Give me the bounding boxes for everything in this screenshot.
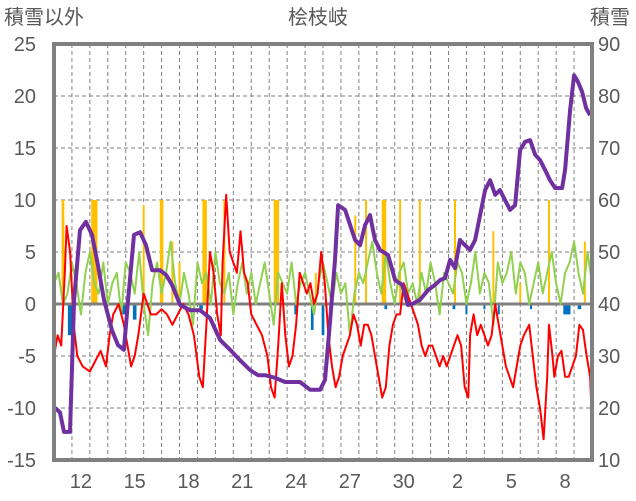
y-right-tick-label: 40	[598, 294, 620, 316]
y-right-tick-label: 60	[598, 190, 620, 212]
negative_bars-bar	[294, 304, 298, 315]
precip-bar	[178, 262, 181, 304]
y-left-tick-label: -5	[18, 346, 36, 368]
y-right-tick-label: 80	[598, 86, 620, 108]
precip-bar	[354, 215, 357, 304]
temperature-line	[53, 193, 593, 441]
y-right-tick-label: 50	[598, 242, 620, 264]
precip-bar	[453, 200, 456, 304]
precip-bar	[61, 200, 65, 304]
grid-lines	[54, 44, 592, 460]
x-tick-label: 2	[452, 471, 463, 493]
y-left-tick-label: -10	[7, 398, 36, 420]
precip-bar	[159, 200, 164, 304]
y-left-tick-label: 10	[14, 190, 36, 212]
y-right-tick-label: 70	[598, 138, 620, 160]
chart-title: 桧枝岐	[288, 5, 348, 29]
negative_bars-bar	[321, 304, 325, 336]
precip-bar	[142, 205, 145, 304]
y-left-tick-label: 20	[14, 86, 36, 108]
right-axis-label: 積雪	[590, 5, 630, 29]
x-tick-label: 18	[177, 471, 199, 493]
y-right-tick-label: 90	[598, 34, 620, 56]
negative_bars-bar	[67, 304, 73, 336]
x-tick-label: 8	[560, 471, 571, 493]
negative_bars-bar	[530, 304, 533, 310]
x-tick-label: 15	[124, 471, 146, 493]
plot-frame	[52, 42, 594, 462]
negative_bars-bar	[452, 304, 456, 310]
negative_bars-bar	[384, 304, 388, 310]
negative_bars-bar	[132, 304, 137, 320]
x-tick-label: 27	[339, 471, 361, 493]
x-tick-label: 21	[231, 471, 253, 493]
negative_bars-bar	[563, 304, 571, 315]
y-left-tick-label: 25	[14, 34, 36, 56]
x-tick-label: 24	[285, 471, 307, 493]
left-axis-label: 積雪以外	[4, 5, 84, 29]
precip-bar	[365, 200, 368, 304]
precip-bar	[171, 241, 174, 304]
y-right-tick-label: 10	[598, 450, 620, 472]
precip-bar	[418, 200, 421, 304]
precip-bar	[519, 283, 522, 304]
y-left-tick-label: 0	[25, 294, 36, 316]
precip-bar	[273, 200, 280, 304]
y-left-tick-label: 15	[14, 138, 36, 160]
y-right-tick-label: 30	[598, 346, 620, 368]
snow_depth-line	[52, 73, 592, 434]
negative_bars-bar	[121, 304, 127, 315]
x-tick-label: 12	[70, 471, 92, 493]
precip-bar	[202, 200, 207, 304]
precip-bar	[223, 200, 226, 304]
negative_bars-bar	[483, 304, 486, 310]
negative_bars-bar	[577, 304, 582, 310]
precip-bar	[492, 231, 495, 304]
x-tick-label: 30	[393, 471, 415, 493]
precip-bar	[547, 200, 550, 304]
negative_bars-bar	[199, 304, 203, 310]
negative_bars-bar	[465, 304, 468, 315]
line-series	[52, 73, 593, 441]
precip-bar	[314, 272, 317, 304]
y-right-tick-label: 20	[598, 398, 620, 420]
y-left-tick-label: 5	[25, 242, 36, 264]
negative_bars-bar	[497, 304, 500, 315]
negative_bars-bar	[310, 304, 314, 330]
y-left-tick-label: -15	[7, 450, 36, 472]
precip-bar	[399, 200, 402, 304]
x-tick-label: 5	[506, 471, 517, 493]
